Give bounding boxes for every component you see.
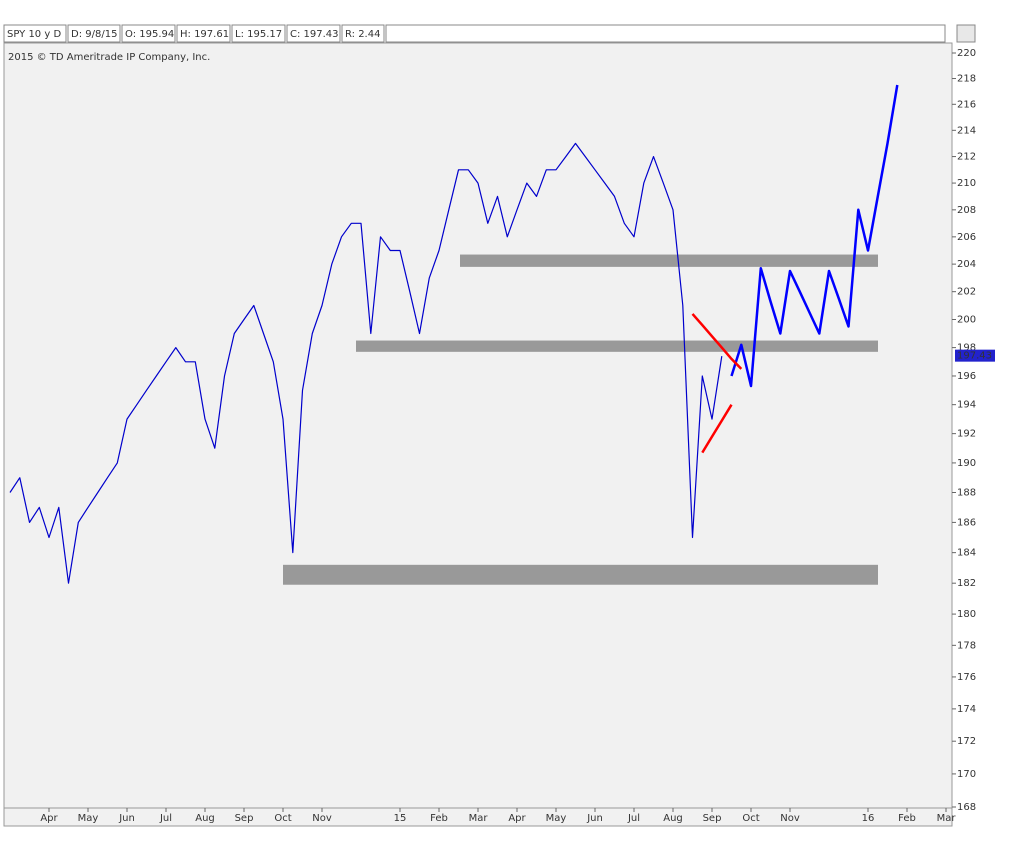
y-tick-label: 168 bbox=[957, 802, 976, 813]
x-tick-label: Apr bbox=[40, 813, 58, 824]
y-tick-label: 198 bbox=[957, 343, 976, 354]
x-tick-label: Nov bbox=[780, 813, 800, 824]
header-cell bbox=[121, 24, 176, 43]
header-field: SPY 10 y D bbox=[7, 29, 61, 40]
header-spacer bbox=[385, 24, 946, 43]
price-line bbox=[701, 404, 733, 454]
price-line bbox=[730, 84, 899, 388]
x-tick-label: 15 bbox=[394, 813, 407, 824]
y-tick-label: 196 bbox=[957, 371, 976, 382]
x-tick-label: Aug bbox=[663, 813, 683, 824]
y-tick-label: 206 bbox=[957, 232, 976, 243]
x-tick-label: Jun bbox=[586, 813, 603, 824]
x-tick-label: Jun bbox=[118, 813, 135, 824]
header-field: R: 2.44 bbox=[345, 29, 380, 40]
y-tick-label: 214 bbox=[957, 125, 976, 136]
header-cell bbox=[3, 24, 67, 43]
y-tick-label: 192 bbox=[957, 429, 976, 440]
header-cell bbox=[341, 24, 385, 43]
x-tick-label: Jul bbox=[159, 813, 172, 824]
y-tick-label: 204 bbox=[957, 259, 976, 270]
support-band bbox=[283, 564, 878, 585]
y-tick-label: 194 bbox=[957, 400, 976, 411]
x-tick-label: Oct bbox=[274, 813, 291, 824]
header-field: L: 195.17 bbox=[235, 29, 282, 40]
y-tick-label: 172 bbox=[957, 736, 976, 747]
y-tick-label: 174 bbox=[957, 704, 976, 715]
header-field: H: 197.61 bbox=[180, 29, 229, 40]
header-cell bbox=[176, 24, 231, 43]
x-tick-label: Apr bbox=[508, 813, 526, 824]
header-field: O: 195.94 bbox=[125, 29, 174, 40]
y-tick-label: 216 bbox=[957, 99, 976, 110]
y-tick-label: 178 bbox=[957, 640, 976, 651]
y-tick-label: 220 bbox=[957, 48, 976, 59]
copyright: 2015 © TD Ameritrade IP Company, Inc. bbox=[8, 52, 210, 63]
support-band bbox=[460, 254, 878, 267]
header-field: D: 9/8/15 bbox=[71, 29, 117, 40]
y-tick-label: 186 bbox=[957, 517, 976, 528]
y-tick-label: 184 bbox=[957, 548, 976, 559]
y-tick-label: 210 bbox=[957, 178, 976, 189]
x-tick-label: Mar bbox=[469, 813, 489, 824]
header-field: C: 197.43 bbox=[290, 29, 339, 40]
x-tick-label: May bbox=[546, 813, 567, 824]
x-tick-label: Mar bbox=[937, 813, 957, 824]
y-tick-label: 212 bbox=[957, 152, 976, 163]
x-tick-label: May bbox=[78, 813, 99, 824]
y-tick-label: 208 bbox=[957, 205, 976, 216]
x-tick-label: Sep bbox=[703, 813, 722, 824]
settings-icon[interactable] bbox=[956, 24, 976, 43]
x-tick-label: Feb bbox=[430, 813, 448, 824]
x-tick-label: Jul bbox=[627, 813, 640, 824]
last-price-label: 197.43 bbox=[957, 351, 992, 362]
last-price-tag bbox=[955, 349, 995, 362]
x-tick-label: Feb bbox=[898, 813, 916, 824]
price-line bbox=[691, 313, 743, 370]
y-tick-label: 218 bbox=[957, 74, 976, 85]
x-tick-label: Sep bbox=[235, 813, 254, 824]
header-cell bbox=[286, 24, 341, 43]
y-tick-label: 180 bbox=[957, 609, 976, 620]
x-tick-label: Nov bbox=[312, 813, 332, 824]
y-tick-label: 202 bbox=[957, 287, 976, 298]
y-tick-label: 182 bbox=[957, 578, 976, 589]
x-tick-label: Oct bbox=[742, 813, 759, 824]
x-tick-label: 16 bbox=[862, 813, 875, 824]
y-tick-label: 200 bbox=[957, 314, 976, 325]
price-line bbox=[9, 142, 723, 584]
y-tick-label: 170 bbox=[957, 769, 976, 780]
y-tick-label: 188 bbox=[957, 488, 976, 499]
header-cell bbox=[231, 24, 286, 43]
header-cell bbox=[67, 24, 121, 43]
y-tick-label: 190 bbox=[957, 458, 976, 469]
support-band bbox=[356, 340, 878, 352]
plot-area bbox=[3, 42, 953, 809]
x-tick-label: Aug bbox=[195, 813, 215, 824]
y-tick-label: 176 bbox=[957, 672, 976, 683]
